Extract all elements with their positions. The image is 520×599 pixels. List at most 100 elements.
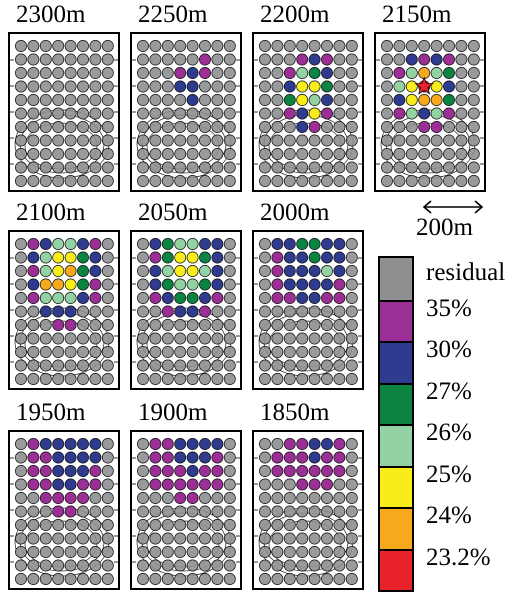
grid-cell-c35 <box>211 478 224 491</box>
grid-cell-residual <box>381 148 393 160</box>
grid-cell-c35 <box>64 492 77 504</box>
grid-cell-c25 <box>430 80 443 93</box>
grid-cell-residual <box>321 546 333 558</box>
grid-cell-residual <box>149 107 162 120</box>
grid-cell-residual <box>39 359 52 372</box>
grid-cell-residual <box>345 161 358 174</box>
panel-title: 2050m <box>138 199 208 226</box>
grid-cell-residual <box>101 251 114 264</box>
scale-bar <box>422 200 484 214</box>
grid-cell-c35 <box>174 67 187 79</box>
grid-cell-residual <box>89 546 102 558</box>
grid-cell-c30 <box>296 251 309 264</box>
legend-swatch-c26 <box>380 424 412 466</box>
grid-cell-residual <box>15 121 27 133</box>
grid-cell-residual <box>345 438 358 450</box>
grid-cell-residual <box>27 94 40 106</box>
grid-cell-c30 <box>308 451 321 464</box>
grid-cell-residual <box>137 546 149 558</box>
grid-cell-c35 <box>211 451 224 464</box>
grid-cell-residual <box>77 121 89 133</box>
grid-cell-residual <box>321 492 333 504</box>
grid-cell-residual <box>186 53 199 66</box>
grid-cell-residual <box>321 305 333 318</box>
grid-cell-residual <box>186 175 199 187</box>
grid-cell-residual <box>308 519 321 531</box>
grid-cell-residual <box>296 40 309 52</box>
grid-cell-residual <box>27 359 40 372</box>
grid-cell-residual <box>223 94 236 106</box>
grid-cell-c35 <box>39 492 52 504</box>
grid-cell-c35 <box>443 53 455 66</box>
grid-cell-residual <box>137 465 149 477</box>
grid-cell-residual <box>101 67 114 79</box>
grid-cell-c35 <box>296 478 309 491</box>
grid-cell-residual <box>64 67 77 79</box>
grid-cell-residual <box>333 492 346 504</box>
grid-cell-residual <box>296 519 309 531</box>
grid-cell-c30 <box>430 53 443 66</box>
grid-cell-c27 <box>321 80 333 93</box>
grid-cell-residual <box>161 546 174 558</box>
grid-cell-residual <box>15 559 27 572</box>
grid-cell-residual <box>186 573 199 585</box>
grid-cell-c35 <box>89 465 102 477</box>
grid-cell-residual <box>174 319 187 331</box>
grid-cell-residual <box>259 67 271 79</box>
grid-cell-residual <box>149 559 162 572</box>
grid-cell-residual <box>39 559 52 572</box>
grid-cell-residual <box>64 359 77 372</box>
grid-cell-residual <box>199 161 211 174</box>
grid-cell-c35 <box>308 465 321 477</box>
legend-label-c232: 23.2% <box>426 543 491 571</box>
grid-cell-c30 <box>211 438 224 450</box>
grid-cell-residual <box>15 80 27 93</box>
legend-label-residual: residual <box>426 259 506 286</box>
grid-cell-residual <box>64 40 77 52</box>
grid-cell-residual <box>211 492 224 504</box>
grid-cell-c30 <box>77 465 89 477</box>
grid-cell-residual <box>308 373 321 385</box>
grid-cell-residual <box>223 319 236 331</box>
grid-cell-residual <box>89 148 102 160</box>
grid-cell-c27 <box>443 67 455 79</box>
grid-cell-residual <box>161 559 174 572</box>
grid-cell-c35 <box>199 465 211 477</box>
grid-cell-residual <box>259 161 271 174</box>
grid-cell-c27 <box>308 251 321 264</box>
grid-cell-residual <box>161 80 174 93</box>
grid-cell-residual <box>259 53 271 66</box>
grid-cell-residual <box>259 492 271 504</box>
grid-cell-residual <box>27 121 40 133</box>
grid-cell-residual <box>405 121 418 133</box>
grid-cell-c35 <box>321 292 333 304</box>
minimum-star-marker <box>414 76 434 95</box>
grid-cell-c30 <box>296 107 309 120</box>
grid-cell-residual <box>283 161 296 174</box>
grid-cell-c35 <box>283 107 296 120</box>
grid-cell-c27 <box>199 278 211 291</box>
grid-cell-c35 <box>211 292 224 304</box>
grid-cell-c35 <box>271 251 284 264</box>
grid-cell-residual <box>89 532 102 545</box>
grid-cell-residual <box>77 40 89 52</box>
grid-cell-residual <box>381 134 393 147</box>
grid-cell-residual <box>308 161 321 174</box>
grid-cell-residual <box>223 465 236 477</box>
panel-plot <box>10 40 118 187</box>
grid-cell-residual <box>27 519 40 531</box>
grid-cell-c35 <box>174 492 187 504</box>
grid-cell-residual <box>15 94 27 106</box>
grid-cell-residual <box>64 332 77 345</box>
depth-slice-panel <box>8 430 120 590</box>
grid-cell-residual <box>271 148 284 160</box>
grid-cell-residual <box>296 505 309 518</box>
grid-cell-residual <box>15 53 27 66</box>
grid-cell-residual <box>101 492 114 504</box>
grid-cell-residual <box>101 505 114 518</box>
grid-cell-c26 <box>52 292 65 304</box>
grid-cell-residual <box>101 265 114 277</box>
grid-cell-residual <box>137 251 149 264</box>
grid-cell-residual <box>15 161 27 174</box>
grid-cell-residual <box>405 175 418 187</box>
